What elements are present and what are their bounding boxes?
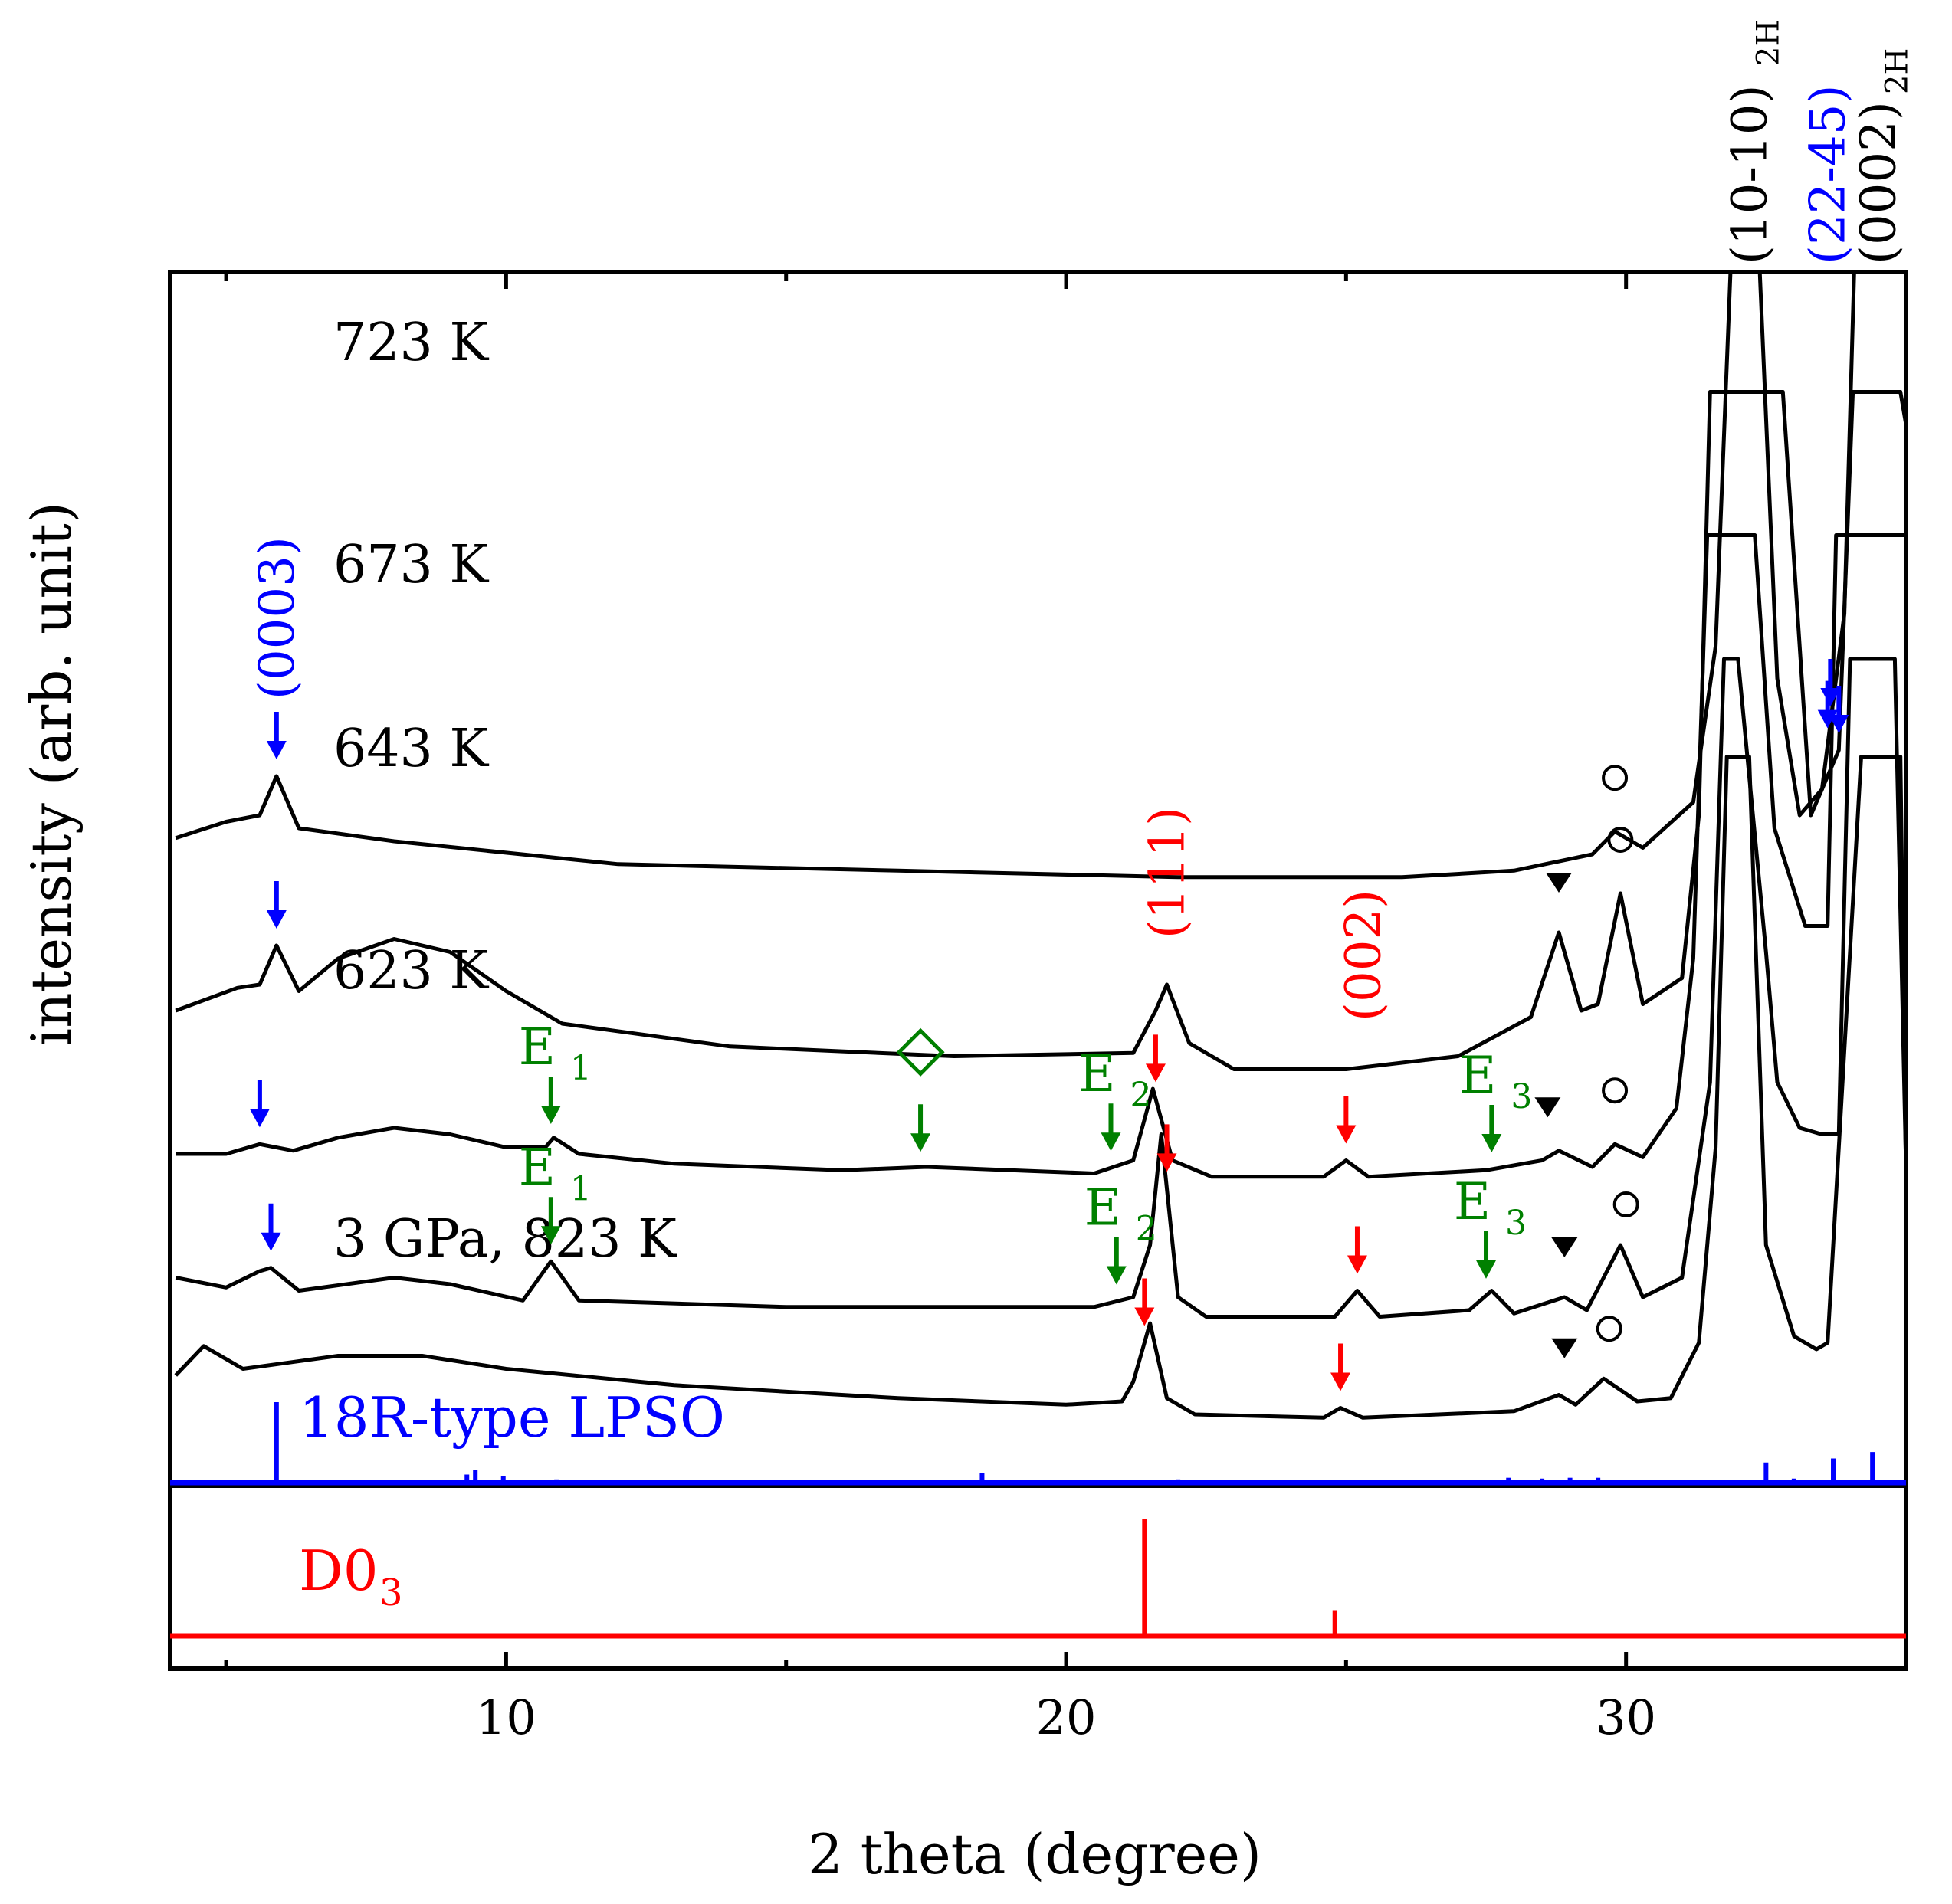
top-label-2: (0002) 2H — [1850, 48, 1914, 264]
curve-3 — [175, 657, 1906, 1319]
top-label-0: (10-10) 2H — [1721, 20, 1786, 264]
annotation-3-3-arrow — [1156, 1124, 1177, 1172]
annotation-3-1-arrow-head — [540, 1226, 561, 1245]
annotation-2-0-arrow-head — [249, 1109, 270, 1128]
annotation-4-0-arrow-head — [1134, 1307, 1155, 1326]
top-label-0-text: (10-10) — [1721, 85, 1778, 264]
top-label-2-text: (0002) — [1850, 101, 1907, 264]
plot-frame — [168, 270, 1908, 1671]
annotation-2-3-label-sub: 2 — [1130, 1076, 1151, 1115]
annotation-3-4-arrow-head — [1347, 1255, 1367, 1274]
x-axis-ticks — [224, 272, 1908, 1669]
annotation-3-5-arrow-head — [1476, 1260, 1497, 1279]
annotation-2-4-arrow-head — [1145, 1063, 1166, 1083]
annotation-0-0-arrow-head — [266, 741, 287, 759]
annotation-2-2-diamond-marker — [896, 1027, 945, 1077]
annotation-0-0-arrow — [266, 712, 287, 759]
annotation-2-2-arrow-head — [910, 1133, 931, 1152]
annotation-3-5-label: E — [1454, 1172, 1491, 1231]
x-axis-title: 2 theta (degree) — [808, 1822, 1261, 1886]
top-label-1: (22-45) — [1800, 85, 1857, 264]
sample-label-2: 643 K — [333, 719, 489, 779]
annotation-2-6-arrow-head — [1481, 1133, 1502, 1152]
annotation-3-1-label: E — [519, 1138, 556, 1197]
annotation-2-3-arrow — [1101, 1103, 1121, 1152]
annotation-3-4-arrow — [1347, 1226, 1367, 1274]
annotation-2-7-triangle-marker — [1534, 1097, 1561, 1118]
top-peak-labels: (10-10) 2H (22-45)(0002) 2H — [1721, 20, 1914, 264]
annotation-2-5-arrow-head — [1336, 1125, 1357, 1144]
annotation-2-2-arrow — [910, 1104, 931, 1152]
sample-labels: 723 K 673 K 643 K 623 K 3 GPa, 823 K — [333, 313, 677, 1270]
annotation-2-1-label-sub: 1 — [570, 1049, 592, 1088]
annotation-2-0-arrow — [249, 1080, 270, 1128]
annotation-1-3-triangle-marker — [1546, 873, 1572, 893]
annotation-3-3-arrow-head — [1156, 1153, 1177, 1172]
annotation-4-1-arrow-head — [1330, 1372, 1351, 1391]
annotation-3-1-label-sub: 1 — [570, 1169, 592, 1208]
reference-label-0: 18R-type LPSO — [299, 1385, 725, 1450]
annotation-3-0-arrow — [261, 1203, 281, 1251]
annotation-3-2-arrow-head — [1106, 1266, 1127, 1285]
x-tick-label-30: 30 — [1596, 1689, 1656, 1745]
annotation-0-1-circle-marker — [1602, 765, 1629, 791]
annotation-0-3-arrow-head — [1820, 687, 1841, 706]
sample-label-1: 673 K — [333, 535, 489, 595]
annotation-2-1-label: E — [519, 1018, 556, 1077]
annotation-3-2-label: E — [1084, 1178, 1121, 1237]
top-label-2-sub: 2H — [1879, 48, 1914, 94]
annotation-4-0-arrow — [1134, 1278, 1155, 1326]
y-axis-title: intensity (arb. unit) — [19, 502, 84, 1046]
reference-label-1: D0 — [299, 1539, 379, 1603]
annotation-3-5-arrow — [1476, 1231, 1497, 1279]
annotation-3-1-arrow — [540, 1197, 561, 1245]
annotation-3-0-arrow-head — [261, 1232, 281, 1251]
annotation-3-6-triangle-marker — [1551, 1237, 1578, 1257]
sample-label-4: 3 GPa, 823 K — [333, 1209, 677, 1270]
annotation-2-5-arrow — [1336, 1096, 1357, 1144]
annotation-1-2-label: (002) — [1335, 890, 1392, 1021]
annotation-4-2-triangle-marker — [1551, 1338, 1578, 1358]
curve-4 — [174, 755, 1906, 1420]
annotation-3-5-label-sub: 3 — [1505, 1204, 1527, 1243]
annotation-1-1-label: (111) — [1140, 807, 1196, 939]
annotation-1-5-arrow-head — [1829, 715, 1849, 733]
diffraction-curves — [174, 272, 1906, 1420]
annotation-4-1-arrow — [1330, 1343, 1351, 1391]
annotation-3-7-circle-marker — [1612, 1191, 1639, 1217]
annotation-0-3-arrow — [1820, 658, 1841, 706]
annotation-2-3-label: E — [1078, 1044, 1115, 1103]
annotation-1-4-circle-marker — [1607, 827, 1634, 853]
reference-patterns: 18R-type LPSO D0 3 — [170, 1385, 1906, 1639]
annotation-2-6-arrow — [1481, 1104, 1502, 1152]
curve-2 — [176, 533, 1906, 1179]
annotation-2-4-arrow — [1145, 1034, 1166, 1083]
annotation-3-2-arrow — [1106, 1237, 1127, 1285]
annotation-2-6-label: E — [1459, 1046, 1496, 1105]
sample-label-3: 623 K — [333, 941, 489, 1001]
annotation-2-1-arrow-head — [540, 1106, 561, 1124]
annotation-2-8-circle-marker — [1602, 1077, 1629, 1104]
x-axis-tick-labels: 10 20 30 — [476, 1689, 1656, 1745]
peak-annotations: (0003)(111)(002)E 1 E 2 E 3E 1 E 2 E 3 — [249, 536, 1849, 1391]
annotation-1-0-arrow-head — [266, 910, 287, 929]
annotation-0-0-label: (0003) — [249, 536, 306, 700]
top-label-1-text: (22-45) — [1800, 85, 1857, 264]
reference-label-1-sub: 3 — [379, 1571, 403, 1614]
x-tick-label-20: 20 — [1036, 1689, 1097, 1745]
annotation-4-3-circle-marker — [1596, 1316, 1622, 1342]
top-label-0-sub: 2H — [1750, 20, 1786, 66]
x-tick-label-10: 10 — [476, 1689, 536, 1745]
annotation-1-0-arrow — [266, 881, 287, 929]
curve-1 — [175, 390, 1906, 1071]
annotation-1-5-arrow — [1829, 686, 1849, 733]
annotation-2-1-arrow — [540, 1077, 561, 1124]
annotation-3-2-label-sub: 2 — [1136, 1209, 1157, 1248]
annotation-2-3-arrow-head — [1101, 1132, 1121, 1152]
annotation-0-2-arrow-head — [1817, 709, 1838, 729]
sample-label-0: 723 K — [333, 313, 489, 373]
annotation-2-6-label-sub: 3 — [1511, 1077, 1532, 1116]
